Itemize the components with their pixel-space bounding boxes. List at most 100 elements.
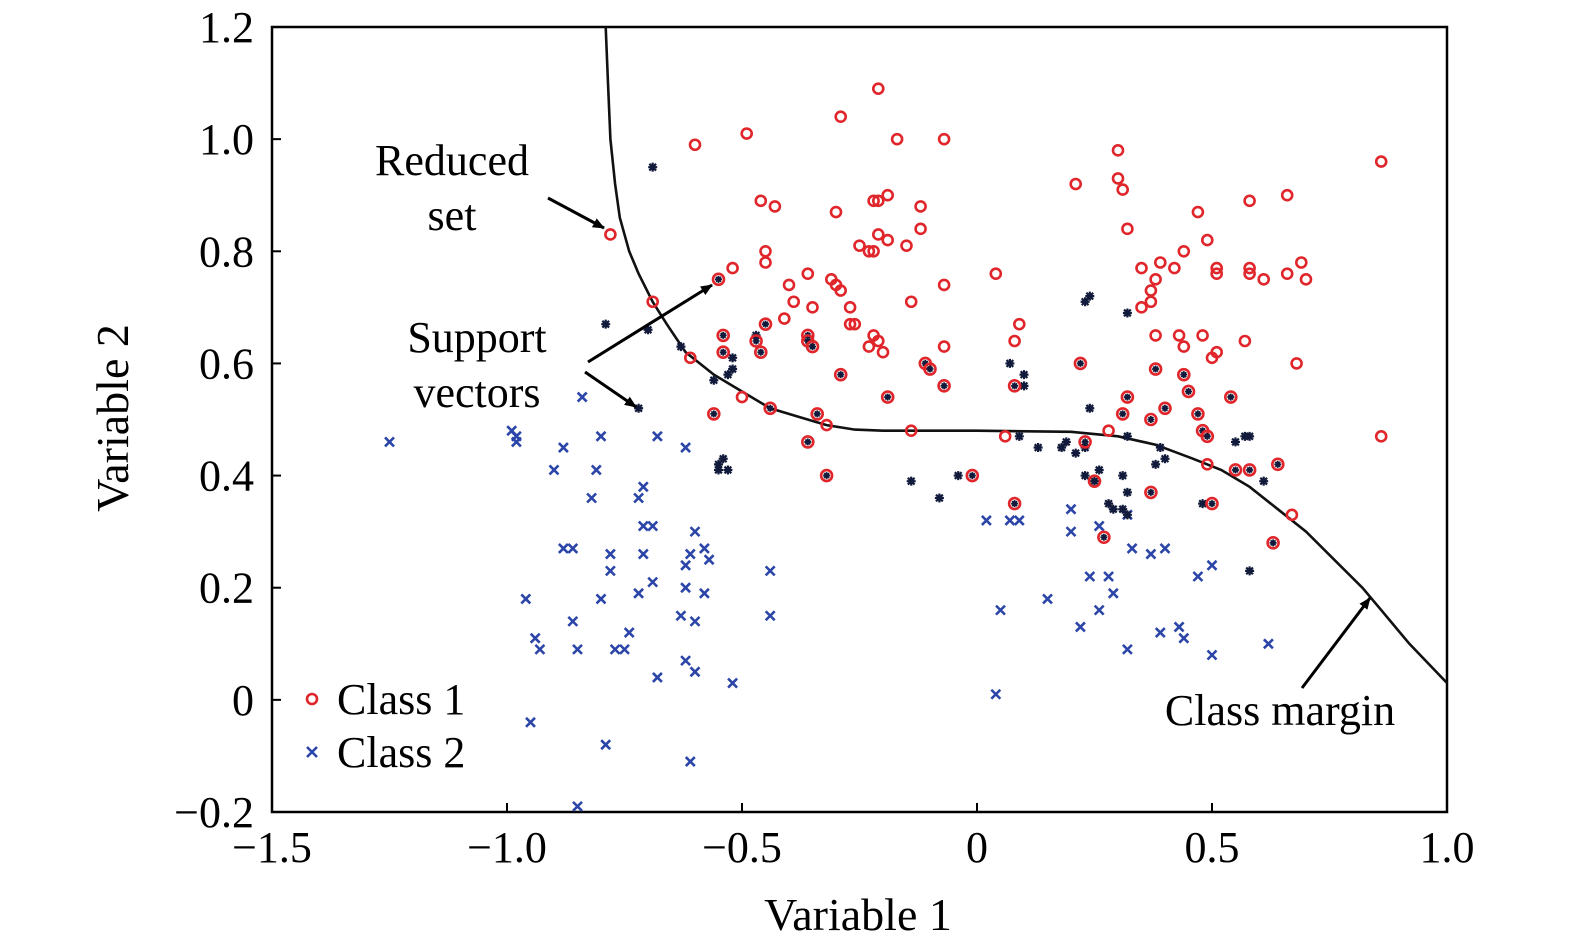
support-vector-class1-point — [923, 362, 937, 376]
class1-point — [754, 194, 768, 208]
annotation-support-vectors-arrow-1 — [587, 283, 713, 364]
class2-point — [680, 442, 692, 453]
class1-point — [1243, 261, 1256, 275]
class2-point — [1262, 638, 1274, 650]
class1-point — [848, 317, 862, 331]
class1-point — [937, 340, 951, 353]
class1-point — [1177, 340, 1191, 353]
support-vector-class1-point — [1266, 536, 1280, 550]
y-tick-label: 1.0 — [199, 115, 254, 164]
class2-point — [1206, 559, 1218, 571]
class2-point — [689, 666, 701, 678]
class1-point — [683, 351, 697, 365]
support-vector-class1-point — [716, 345, 731, 360]
class2-point — [1103, 571, 1115, 582]
class2-point — [1093, 604, 1105, 616]
class2-point — [689, 615, 701, 627]
support-vector-class2-point — [1245, 431, 1255, 441]
support-vector-class1-point — [1177, 367, 1191, 382]
support-vector-class1-point — [833, 367, 848, 382]
class2-point — [680, 559, 692, 571]
support-vector-class2-point — [1061, 437, 1071, 447]
class2-point — [647, 520, 659, 532]
support-vector-class1-point — [1087, 474, 1102, 488]
class2-point — [698, 543, 710, 554]
x-tick-label: 0 — [966, 823, 988, 872]
support-vector-class2-point — [1231, 437, 1240, 447]
class1-point — [759, 244, 772, 258]
support-vector-class2-point — [728, 364, 738, 374]
support-vector-class1-point — [1191, 407, 1205, 421]
class2-point — [609, 643, 621, 655]
class2-point — [764, 610, 776, 622]
class1-point — [1280, 188, 1294, 202]
x-tick-label: 1.0 — [1420, 823, 1475, 872]
support-vector-class1-point — [1078, 435, 1092, 449]
class1-point — [1210, 345, 1223, 359]
support-vector-class2-point — [1259, 476, 1269, 486]
class2-point — [1065, 526, 1077, 538]
class1-point — [843, 301, 857, 314]
class2-point — [633, 587, 645, 599]
class1-point — [1172, 329, 1186, 342]
class2-point — [604, 548, 616, 560]
class2-point — [1145, 548, 1157, 560]
class1-point — [937, 132, 951, 146]
support-vector-class1-point — [1007, 496, 1022, 511]
support-vector-class2-point — [1122, 487, 1132, 497]
class2-point — [567, 615, 579, 627]
support-vector-class1-point — [965, 468, 980, 483]
class1-point — [1012, 317, 1026, 331]
class1-point — [834, 284, 848, 297]
plot-frame — [270, 25, 1449, 814]
support-vector-class2-point — [1122, 308, 1132, 318]
class1-point — [876, 345, 890, 359]
class1-point — [1243, 267, 1256, 281]
class2-point — [1178, 632, 1190, 644]
class2-point — [684, 548, 696, 560]
class2-point — [557, 543, 569, 554]
class2-point — [384, 436, 395, 448]
class1-point — [1243, 194, 1256, 208]
support-vector-class1-point — [1144, 485, 1158, 500]
x-axis-label: Variable 1 — [764, 889, 952, 940]
support-vector-class1-point — [711, 272, 726, 287]
support-vector-class2-point — [714, 465, 723, 475]
support-vector-class2-point — [718, 454, 728, 464]
support-vector-class1-point — [937, 379, 951, 393]
class2-point — [703, 554, 715, 566]
class2-point — [689, 526, 701, 538]
class2-point — [590, 464, 602, 476]
support-vector-class2-point — [1240, 431, 1250, 441]
y-tick-label: 0.2 — [199, 564, 254, 613]
class1-point — [1201, 458, 1214, 471]
support-vector-class2-point — [1019, 381, 1029, 391]
class1-point — [801, 267, 815, 281]
class2-point — [557, 442, 569, 453]
support-vector-class2-point — [714, 459, 723, 469]
annotation-class-margin: Class margin — [1165, 686, 1395, 735]
class2-point — [1084, 571, 1096, 582]
support-vector-class1-point — [1242, 463, 1257, 477]
class1-point — [787, 295, 801, 309]
class2-point — [534, 643, 546, 655]
class1-point — [1238, 334, 1252, 348]
class1-point — [777, 312, 791, 325]
support-vector-class2-point — [1085, 403, 1095, 413]
annotation-support-vectors-line2: vectors — [413, 368, 540, 417]
class1-point — [914, 200, 927, 213]
class1-point — [904, 295, 918, 309]
support-vector-class2-point — [1014, 431, 1024, 441]
class1-point — [881, 188, 895, 202]
support-vector-class1-point — [1144, 412, 1158, 427]
support-vector-class2-point — [1019, 370, 1029, 380]
class1-point — [1257, 273, 1270, 286]
annotation-class-margin-arrow — [1300, 597, 1372, 689]
class2-point — [510, 436, 522, 448]
support-vector-class2-point — [1080, 471, 1090, 481]
support-vector-class1-point — [1271, 457, 1285, 472]
support-vector-class2-point — [1151, 459, 1161, 469]
class2-point — [637, 520, 649, 532]
y-tick-label: 0 — [232, 676, 254, 725]
class2-point — [1173, 621, 1185, 633]
